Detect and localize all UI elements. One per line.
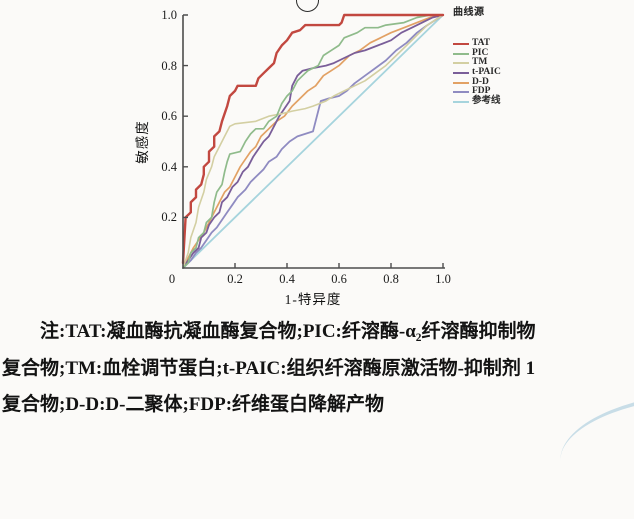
legend-title: 曲线源	[453, 7, 485, 18]
x-tick-label: 0.2	[227, 272, 243, 286]
legend-swatch-icon	[453, 71, 469, 74]
legend-label: 参考线	[472, 96, 501, 107]
legend-label: PIC	[472, 47, 489, 58]
legend-label: TAT	[472, 38, 491, 48]
legend-swatch-icon	[453, 91, 469, 94]
legend-label: TM	[472, 57, 488, 68]
legend-label: D-D	[472, 76, 489, 87]
roc-curve-t-PAIC	[182, 14, 444, 269]
y-axis-label: 敏感度	[135, 120, 150, 164]
y-tick-label: 0.6	[161, 109, 177, 124]
y-tick-label: 1.0	[161, 8, 177, 22]
legend-label: FDP	[472, 86, 491, 97]
x-tick-label: 1.0	[435, 272, 451, 286]
legend-row: 参考线	[453, 96, 573, 107]
note-line: 注:TAT:凝血酶抗凝血酶复合物;PIC:纤溶酶-α₂纤溶酶抑制物	[40, 321, 536, 342]
legend-row: t-PAIC	[453, 67, 573, 78]
legend-row: PIC	[453, 47, 573, 59]
roc-curve-TM	[182, 14, 444, 269]
legend-swatch-icon	[453, 42, 469, 46]
legend-swatch-icon	[453, 62, 469, 65]
x-tick-label: 0.4	[279, 272, 295, 286]
figure-note: 注:TAT:凝血酶抗凝血酶复合物;PIC:纤溶酶-α₂纤溶酶抑制物 复合物;TM…	[2, 314, 632, 424]
x-tick-label: 0.6	[331, 272, 347, 286]
roc-curve-PIC	[182, 14, 444, 269]
legend-swatch-icon	[453, 81, 469, 84]
legend-row: FDP	[453, 87, 573, 97]
roc-curve-FDP	[182, 14, 444, 269]
y-tick-label: 0.2	[161, 210, 177, 225]
axes-spines	[182, 15, 445, 269]
x-tick-label: 0.8	[383, 272, 399, 286]
legend-label: t-PAIC	[472, 67, 501, 78]
legend-swatch-icon	[453, 52, 469, 55]
x-axis-label: 1-特异度	[284, 292, 342, 307]
roc-curve-参考线	[182, 14, 444, 269]
note-line: 复合物;D-D:D-二聚体;FDP:纤维蛋白降解产物	[2, 394, 385, 415]
legend: 曲线源 TAT PIC TM t-PAIC D-D FDP 参考线	[453, 3, 573, 107]
y-tick-label: 0.4	[161, 159, 177, 174]
legend-row: TM	[453, 58, 573, 68]
origin-tick-label: 0	[168, 272, 176, 286]
axis-ticks	[183, 14, 444, 268]
legend-entries: TAT PIC TM t-PAIC D-D FDP 参考线	[453, 38, 573, 107]
legend-swatch-icon	[453, 100, 469, 103]
y-tick-label: 0.8	[161, 58, 177, 73]
note-line: 复合物;TM:血栓调节蛋白;t-PAIC:组织纤溶酶原激活物-抑制剂 1	[2, 357, 536, 379]
legend-row: D-D	[453, 76, 573, 88]
roc-curve-TAT	[181, 13, 445, 265]
legend-row: TAT	[453, 38, 573, 49]
roc-chart	[181, 13, 445, 269]
